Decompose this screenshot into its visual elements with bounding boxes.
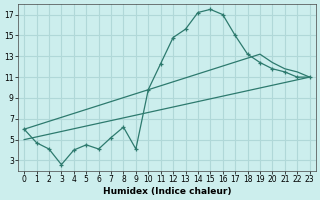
X-axis label: Humidex (Indice chaleur): Humidex (Indice chaleur) [103, 187, 231, 196]
